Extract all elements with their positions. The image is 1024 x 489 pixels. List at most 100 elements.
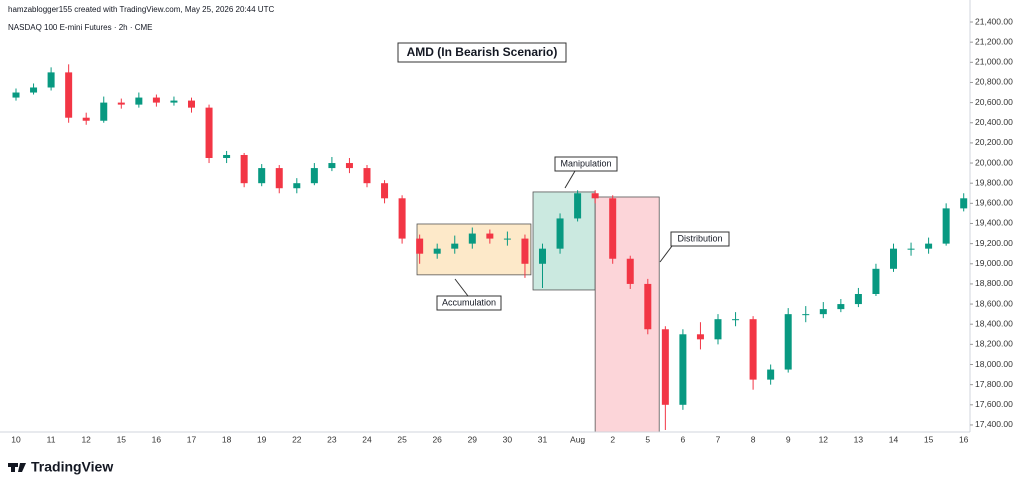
y-tick-label: 18,000.00	[975, 359, 1013, 369]
y-tick-label: 20,600.00	[975, 97, 1013, 107]
candle-body	[714, 319, 722, 340]
candle-body	[837, 304, 845, 310]
callout-arrow	[564, 170, 576, 189]
x-tick-label: 25	[397, 434, 407, 444]
x-tick-label: 16	[959, 434, 969, 444]
x-tick-label: 15	[117, 434, 127, 444]
x-tick-label: 19	[257, 434, 267, 444]
callout-label: Manipulation	[560, 158, 611, 168]
candle-body	[539, 248, 546, 264]
candle-body	[100, 102, 108, 121]
y-tick-label: 20,000.00	[975, 157, 1013, 167]
candle-body	[240, 154, 248, 184]
candle-body	[117, 102, 125, 105]
callout-box	[554, 156, 618, 172]
candle-body	[609, 198, 617, 259]
x-tick-label: 7	[716, 434, 721, 444]
candle-body	[574, 193, 582, 219]
candle-body	[328, 163, 336, 169]
y-tick-label: 20,400.00	[975, 117, 1013, 127]
y-tick-label: 19,400.00	[975, 218, 1013, 228]
candle-body	[907, 248, 915, 250]
candle-body	[503, 238, 511, 240]
candle-body	[802, 314, 810, 316]
candles	[12, 64, 968, 430]
x-tick-label: 29	[468, 434, 478, 444]
candle-body	[960, 198, 968, 209]
x-tick-label: 14	[889, 434, 899, 444]
candle-body	[398, 198, 406, 239]
candle-body	[293, 183, 301, 189]
candle-body	[854, 293, 862, 305]
callout-arrow	[659, 245, 673, 263]
y-tick-label: 17,400.00	[975, 419, 1013, 429]
logo-text: TradingView	[31, 459, 113, 475]
y-tick-label: 21,200.00	[975, 36, 1013, 46]
candle-body	[696, 334, 704, 340]
y-tick-label: 17,800.00	[975, 379, 1013, 389]
candle-body	[258, 168, 266, 184]
x-tick-label: 9	[786, 434, 791, 444]
x-tick-label: 10	[11, 434, 21, 444]
y-tick-label: 20,200.00	[975, 137, 1013, 147]
x-tick-label: 11	[47, 434, 56, 444]
candle-body	[626, 258, 634, 284]
title-box	[397, 42, 567, 63]
callout-label: Accumulation	[442, 297, 496, 307]
chart-title: AMD (In Bearish Scenario)	[407, 45, 558, 59]
candle-body	[661, 329, 669, 405]
candle-body	[468, 233, 476, 244]
candle-body	[591, 193, 599, 199]
candle-body	[170, 100, 178, 103]
x-tick-label: 31	[538, 434, 548, 444]
x-tick-label: 12	[81, 434, 91, 444]
y-tick-label: 21,000.00	[975, 57, 1013, 67]
candle-body	[872, 268, 880, 294]
candle-body	[749, 319, 757, 380]
candle-body	[767, 369, 775, 380]
candle-body	[679, 334, 687, 405]
candle-body	[345, 163, 353, 169]
callout-label: Distribution	[677, 233, 722, 243]
y-tick-label: 18,600.00	[975, 298, 1013, 308]
y-tick-label: 18,800.00	[975, 278, 1013, 288]
symbol: NASDAQ 100 E-mini Futures · 2h · CME	[8, 23, 152, 32]
zone	[532, 191, 596, 291]
candle-body	[784, 314, 792, 370]
x-tick-label: 23	[327, 434, 337, 444]
candle-body	[819, 309, 827, 315]
candle-body	[205, 107, 213, 159]
y-tick-label: 17,600.00	[975, 399, 1013, 409]
candle-body	[381, 183, 389, 199]
candle-body	[486, 233, 494, 239]
x-tick-label: 16	[152, 434, 162, 444]
candle-body	[433, 248, 441, 254]
candle-body	[942, 208, 950, 244]
callout-arrow	[454, 278, 469, 297]
x-tick-label: 26	[432, 434, 442, 444]
candle-body	[732, 319, 740, 321]
candle-body	[12, 92, 20, 98]
y-tick-label: 18,200.00	[975, 339, 1013, 349]
y-tick-label: 19,800.00	[975, 177, 1013, 187]
candle-body	[65, 72, 73, 118]
callout-box	[436, 295, 502, 311]
x-tick-label: 17	[187, 434, 197, 444]
x-tick-label: 2	[610, 434, 615, 444]
candle-body	[135, 97, 143, 105]
candle-body	[30, 87, 38, 93]
x-tick-label: 22	[292, 434, 302, 444]
candle-body	[47, 72, 55, 88]
credit: hamzablogger155 created with TradingView…	[8, 5, 274, 14]
candle-body	[556, 218, 564, 249]
x-tick-label: 13	[854, 434, 864, 444]
candle-body	[521, 238, 529, 264]
candle-body	[188, 100, 195, 108]
x-tick-label: Aug	[570, 434, 585, 444]
candle-body	[275, 168, 283, 189]
candle-body	[644, 283, 652, 330]
callout-box	[670, 231, 730, 247]
candle-body	[890, 248, 897, 269]
y-tick-label: 21,400.00	[975, 16, 1013, 26]
